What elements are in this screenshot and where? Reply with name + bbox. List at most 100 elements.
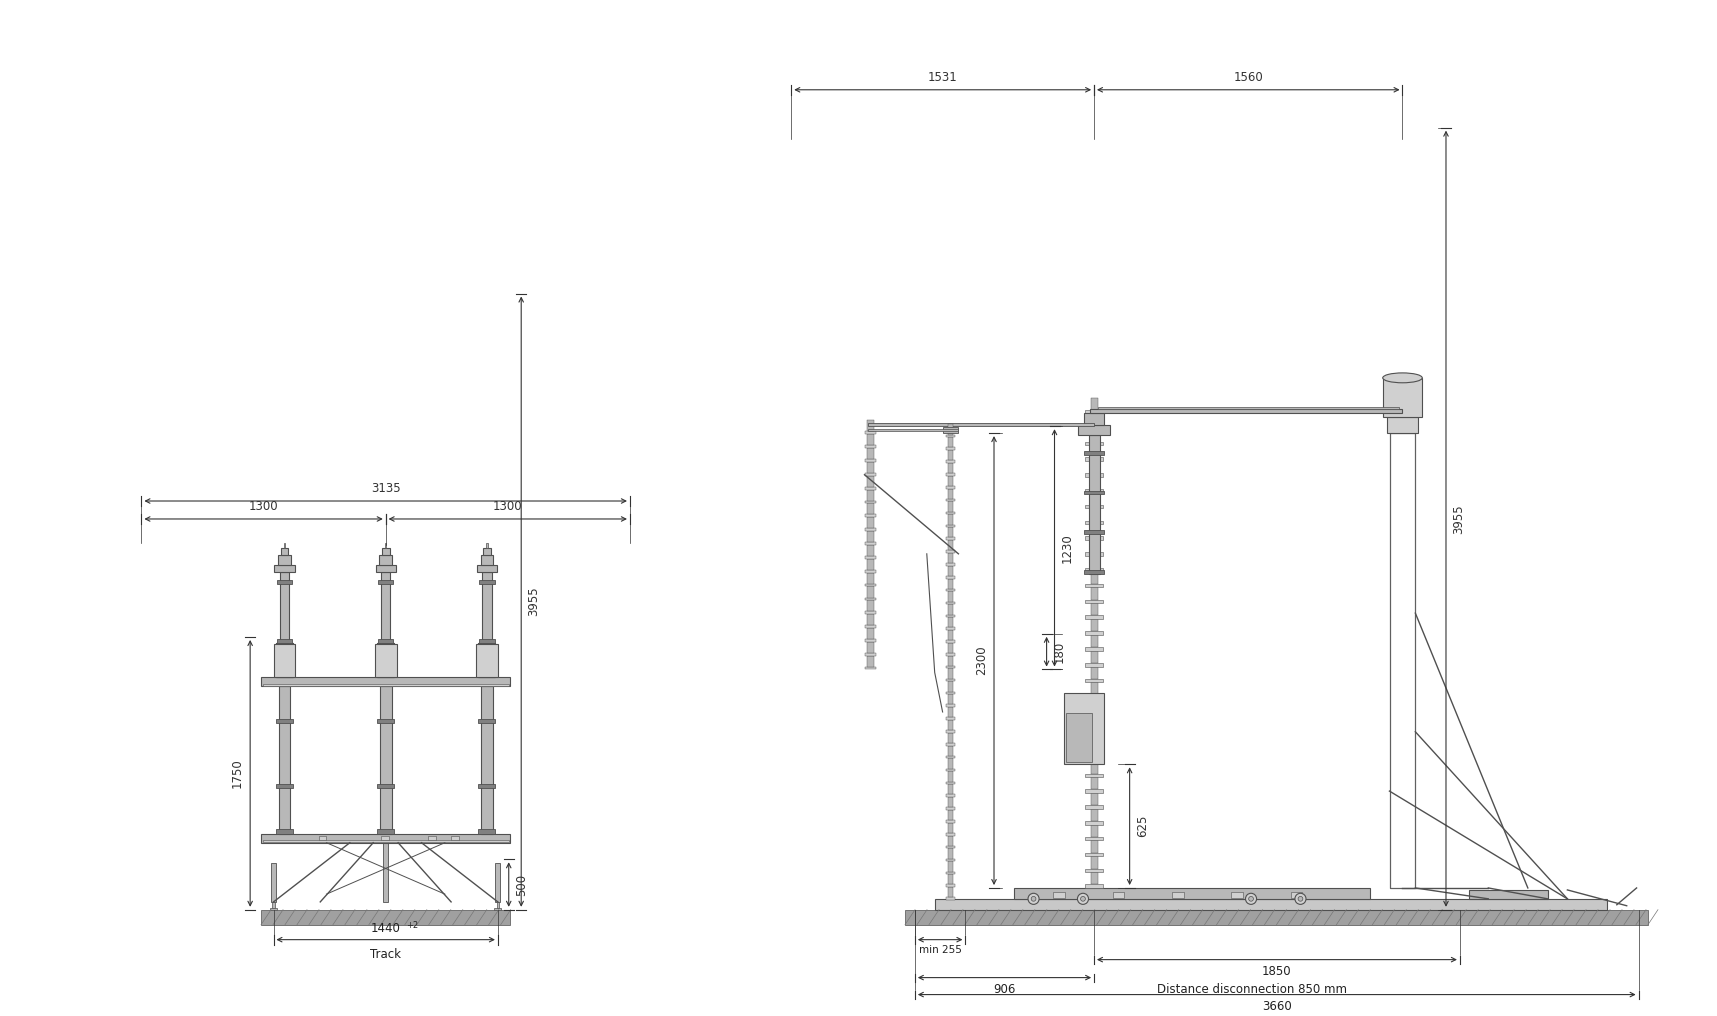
Bar [867,475,874,487]
Bar [1089,435,1099,574]
Bar [865,445,876,448]
Bar [479,580,494,584]
Bar [1090,493,1097,505]
Bar [1083,491,1104,495]
Bar [867,586,874,597]
Bar [1085,568,1102,572]
Bar [1090,809,1097,821]
Text: 1850: 1850 [1262,964,1291,977]
Bar [948,874,953,884]
Bar [1090,397,1097,409]
Text: Track: Track [371,948,402,961]
Bar [946,640,955,643]
Bar [1085,426,1102,429]
Bar [379,556,391,565]
Bar [378,719,395,722]
Bar [1097,406,1399,409]
Bar [946,769,955,771]
Bar [946,486,955,489]
Bar [948,578,953,589]
Bar [1085,505,1102,508]
Bar [948,771,953,781]
Bar [1090,825,1097,837]
Bar [1090,698,1097,710]
Bar [479,639,494,642]
Bar [378,642,395,677]
Bar [278,686,290,834]
Bar [869,429,958,431]
Bar [1085,695,1102,698]
Bar [1090,635,1097,647]
Text: 1230: 1230 [1061,533,1073,563]
Bar [867,421,874,432]
Bar [946,756,955,759]
Bar [865,514,876,517]
Bar [482,548,491,556]
Bar [452,836,458,840]
Bar [948,643,953,653]
Bar [948,489,953,499]
Bar [1468,890,1547,899]
Bar [948,630,953,640]
Bar [1085,789,1102,793]
Bar [946,665,955,669]
Bar [374,644,397,677]
Bar [1053,892,1065,898]
Circle shape [1298,896,1303,901]
Bar [1085,616,1102,619]
Text: 1560: 1560 [1233,71,1264,83]
Bar [319,836,326,840]
Bar [1090,604,1097,616]
Bar [948,823,953,833]
Ellipse shape [1382,373,1422,383]
Bar [948,862,953,872]
Bar [946,833,955,835]
Text: 906: 906 [994,982,1016,996]
Bar [948,682,953,692]
Bar [948,720,953,731]
Text: 180: 180 [1053,640,1066,662]
Bar [948,707,953,717]
Bar [1085,489,1102,493]
Bar [948,450,953,460]
Bar [263,684,508,686]
Bar [1085,679,1102,683]
Bar [865,583,876,586]
Bar [1085,758,1102,761]
Bar [1083,414,1104,426]
Text: 3955: 3955 [527,587,541,617]
Bar [1090,619,1097,631]
Bar [479,719,496,722]
Bar [381,572,390,642]
Bar [867,600,874,612]
Bar [948,553,953,563]
Bar [479,784,496,788]
Bar [1090,587,1097,599]
Text: +2: +2 [405,920,417,930]
Bar [1090,683,1097,695]
Text: 625: 625 [1135,815,1149,837]
Bar [867,642,874,653]
Bar [1085,773,1102,777]
Text: 1531: 1531 [927,71,958,83]
Bar [1090,429,1097,442]
Bar [276,719,294,722]
Bar [273,902,275,908]
Bar [946,615,955,617]
Bar [948,835,953,846]
Bar [1090,793,1097,806]
Bar [865,487,876,490]
Bar [1090,650,1097,663]
Bar [1090,414,1097,426]
Bar [1090,729,1097,742]
Text: 1440: 1440 [371,922,400,935]
Bar [946,884,955,887]
Bar [1389,433,1415,888]
Bar [905,909,1648,925]
Bar [946,576,955,578]
Bar [1083,570,1104,574]
Bar [948,669,953,679]
Bar [476,644,498,677]
Bar [948,605,953,615]
Bar [948,746,953,756]
